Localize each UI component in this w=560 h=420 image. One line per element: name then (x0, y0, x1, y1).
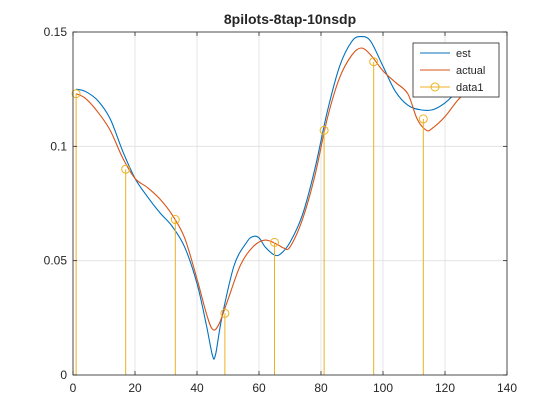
axes-box (72, 31, 508, 376)
x-tick-label: 100 (373, 381, 393, 395)
y-tick-label: 0 (60, 368, 67, 382)
x-tick-label: 120 (435, 381, 455, 395)
y-tick-label: 0.1 (50, 139, 67, 153)
y-tick-labels: 0 0.05 0.1 0.15 (44, 25, 68, 382)
stem-marker (418, 114, 428, 124)
stem-marker (319, 125, 329, 135)
x-tick-labels: 0 20 40 60 80 100 120 140 (70, 381, 518, 395)
x-tick-label: 60 (252, 381, 266, 395)
stem-marker (121, 164, 131, 174)
legend: est actual data1 (412, 42, 500, 98)
x-tick-label: 20 (128, 381, 142, 395)
tick-marks (72, 31, 508, 376)
x-tick-label: 80 (314, 381, 328, 395)
y-tick-label: 0.15 (44, 25, 68, 39)
x-tick-label: 140 (497, 381, 517, 395)
y-tick-label: 0.05 (44, 254, 68, 268)
series-line-est (75, 36, 468, 360)
stem-marker (170, 215, 180, 225)
legend-label: data1 (456, 82, 484, 94)
series-data1 (71, 57, 428, 375)
legend-label: actual (456, 65, 485, 77)
stem-marker (71, 89, 81, 99)
legend-entry-actual: actual (420, 65, 485, 77)
legend-marker (430, 82, 440, 92)
series-est (75, 36, 468, 360)
stem-marker (220, 308, 230, 318)
legend-entry-data1: data1 (420, 82, 484, 94)
stem-marker (270, 237, 279, 247)
stem-marker (369, 57, 379, 67)
legend-label: est (456, 48, 471, 60)
x-tick-label: 0 (70, 381, 77, 395)
x-tick-label: 40 (190, 381, 204, 395)
chart-title: 8pilots-8tap-10nsdp (224, 11, 356, 27)
series-layer (71, 36, 468, 375)
legend-entry-est: est (420, 48, 471, 60)
